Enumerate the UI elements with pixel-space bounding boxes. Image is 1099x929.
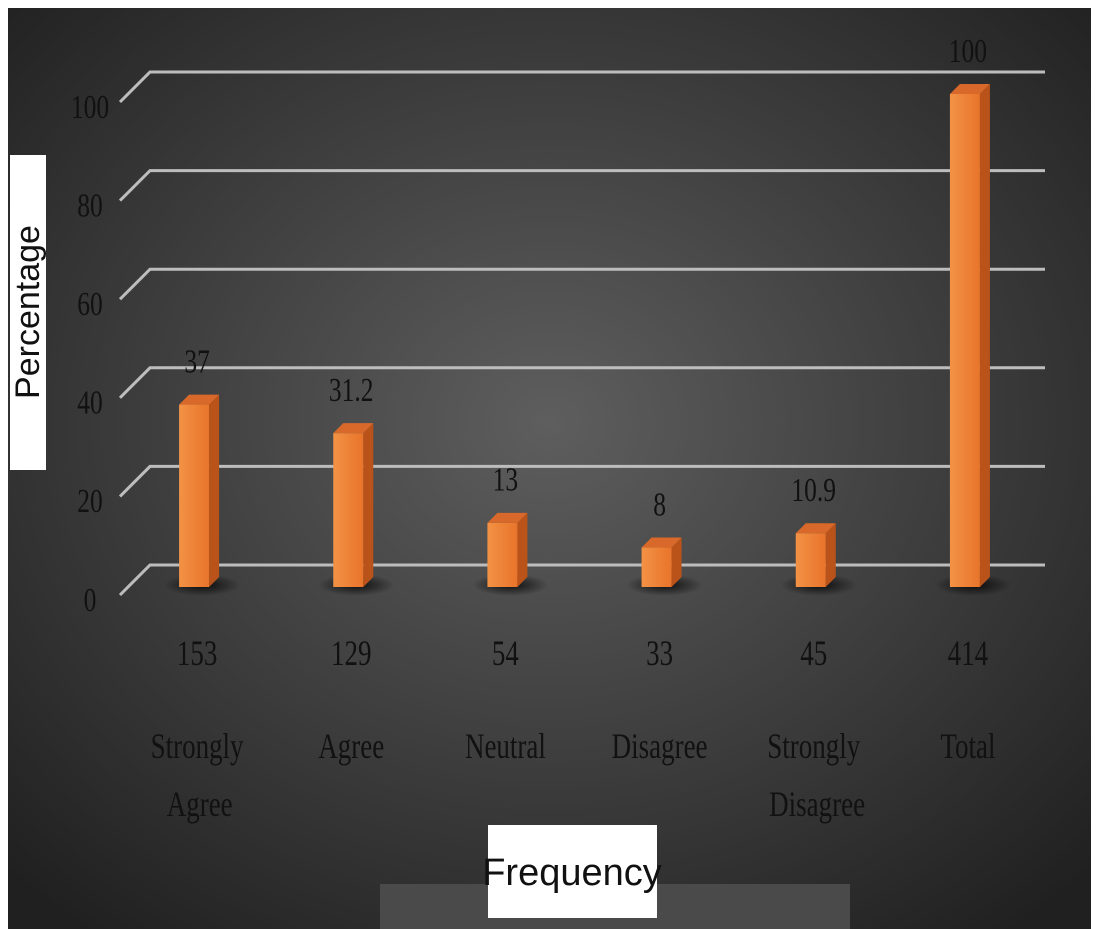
bar-side (363, 423, 374, 587)
count-label: 414 (948, 634, 989, 674)
x-axis-label: Frequency (482, 852, 662, 894)
grid-line (118, 464, 1045, 498)
bar (949, 94, 980, 587)
bar (487, 522, 518, 587)
y-tick-label: 0 (84, 580, 97, 618)
data-label: 10.9 (791, 471, 836, 509)
bar (795, 533, 826, 587)
x-tick-label: Total (940, 727, 995, 767)
bar-side (517, 512, 528, 587)
grid-line (118, 70, 1045, 104)
data-label: 31.2 (329, 370, 374, 408)
x-tick-label: Strongly Disagree (762, 727, 865, 825)
bar-top (179, 394, 220, 405)
y-tick-label: 100 (71, 87, 109, 125)
x-axis-label-box (488, 825, 657, 918)
y-tick-label: 60 (77, 284, 102, 322)
x-tick-label-line: Agree (161, 785, 232, 825)
count-label: 33 (646, 634, 673, 674)
bar-top (333, 423, 374, 434)
bar-side (825, 523, 836, 587)
count-label: 54 (492, 634, 519, 674)
count-label: 129 (331, 634, 371, 674)
bar-top (795, 523, 836, 534)
x-tick-label-line: Strongly (767, 727, 860, 767)
count-label: 153 (177, 634, 217, 674)
grid-line (118, 563, 1045, 597)
bar-side (979, 84, 990, 587)
x-tick-label-line: Disagree (762, 785, 865, 825)
bar (179, 404, 210, 587)
x-tick-label: Agree (318, 727, 384, 767)
y-axis-label: Percentage (9, 225, 47, 399)
bar-top (487, 512, 528, 523)
count-label: 45 (800, 634, 827, 674)
bar-top (949, 84, 990, 94)
grid-line (118, 169, 1045, 202)
x-tick-label: Strongly Agree (151, 727, 244, 825)
bar-side (671, 537, 682, 587)
bar-side (209, 394, 220, 587)
y-tick-label: 80 (77, 186, 102, 224)
x-tick-label-line: Strongly (151, 727, 244, 767)
bar (641, 547, 672, 587)
y-tick-label: 40 (77, 383, 102, 421)
data-label: 37 (184, 342, 209, 380)
grid-line (118, 366, 1045, 399)
data-label: 13 (493, 460, 518, 498)
y-tick-label: 20 (77, 482, 102, 520)
data-label: 100 (949, 31, 987, 69)
grid-line (118, 267, 1045, 301)
bar (333, 433, 364, 587)
bar-top (641, 537, 682, 548)
x-tick-label: Neutral (465, 727, 546, 767)
x-tick-label: Disagree (612, 727, 708, 767)
y-axis-label-box (10, 155, 46, 470)
data-label: 8 (653, 485, 666, 523)
